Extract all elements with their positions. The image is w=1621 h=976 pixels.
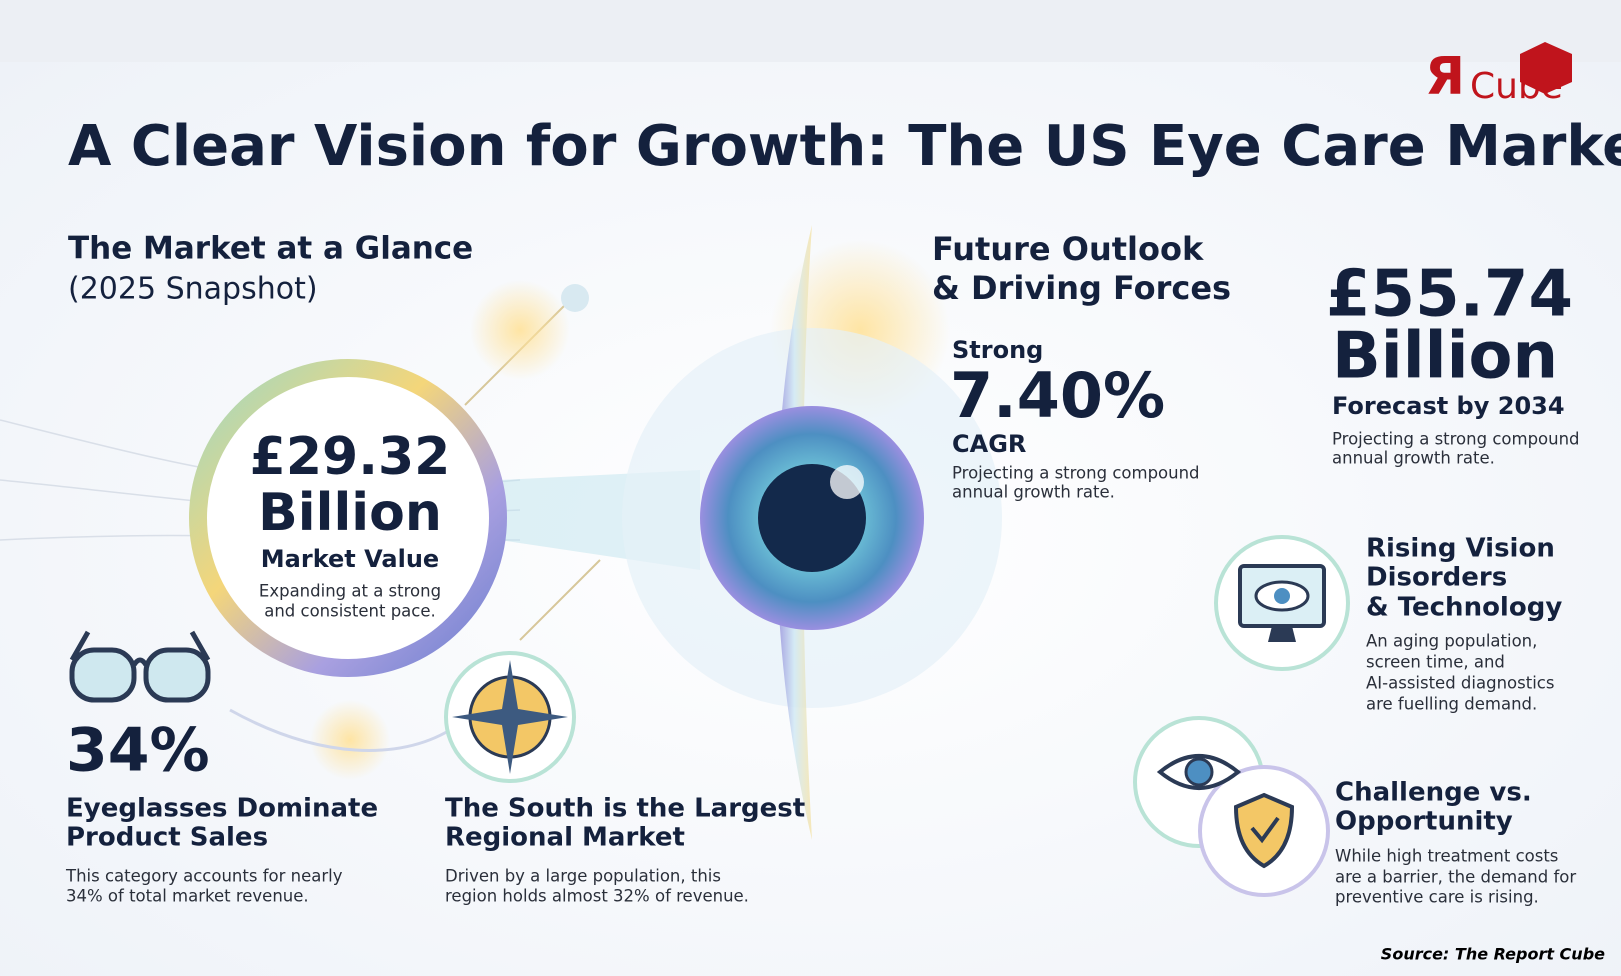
description: AI-assisted diagnostics [1366,674,1554,693]
heading: & Driving Forces [932,269,1231,307]
logo-mark: Я [1425,47,1465,107]
description: While high treatment costs [1335,847,1558,866]
stat-unit: Billion [258,483,442,543]
heading: Future Outlook [932,230,1204,268]
card-title: Rising Vision [1366,534,1555,564]
description: Driven by a large population, this [445,867,721,886]
description: This category accounts for nearly [65,867,343,886]
stat-label: CAGR [952,430,1026,458]
source: Source: The Report Cube [1381,945,1605,964]
subheading: (2025 Snapshot) [68,272,318,307]
description: Projecting a strong compound [1332,430,1580,449]
card-title: Opportunity [1335,807,1513,837]
heading: The Market at a Glance [68,231,473,267]
description: Projecting a strong compound [952,464,1200,483]
card-title: The South is the Largest [445,794,805,824]
card-title: Disorders [1366,563,1507,593]
title: A Clear Vision for Growth: The US Eye Ca… [68,114,1621,179]
monitor-icon [1214,535,1350,671]
description: are fuelling demand. [1366,695,1537,714]
stat: £55.74 [1326,258,1573,332]
stat: 34% [66,716,210,786]
card-title: Regional Market [445,823,685,853]
stat: 7.40% [950,359,1165,432]
glasses-icon [69,630,211,703]
stat-unit: Billion [1332,320,1558,394]
stat-label: Forecast by 2034 [1332,392,1565,420]
description: annual growth rate. [1332,449,1495,468]
card-title: Challenge vs. [1335,778,1532,808]
shield-icons [1133,716,1330,897]
logo: Я Cube [1425,42,1572,107]
description: preventive care is rising. [1335,888,1539,907]
logo-text: Cube [1470,66,1563,107]
stat-label: Market Value [261,545,439,573]
description: screen time, and [1366,653,1505,672]
description: 34% of total market revenue. [66,887,309,906]
description: An aging population, [1366,632,1537,651]
description: annual growth rate. [952,483,1115,502]
eye [622,225,1002,840]
stat-prefix: Strong [952,336,1043,364]
description: and consistent pace. [264,602,436,621]
description: region holds almost 32% of revenue. [445,887,749,906]
stat: £29.32 [250,427,451,487]
card-title: Eyeglasses Dominate [66,794,378,824]
description: Expanding at a strong [259,582,441,601]
top-band [0,0,1621,62]
compass-icon [444,651,576,783]
card-title: & Technology [1366,593,1562,623]
value-ring [189,359,507,677]
description: are a barrier, the demand for [1335,868,1576,887]
card-title: Product Sales [66,823,268,853]
